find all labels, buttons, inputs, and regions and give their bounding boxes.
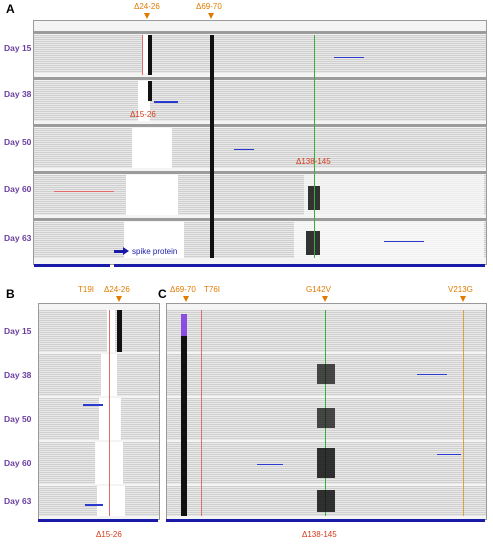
a-mismatch-5 — [384, 241, 424, 242]
c-g142v-arrow — [322, 296, 328, 302]
a-gap-2 — [138, 81, 150, 121]
a-mismatch-2 — [154, 101, 178, 103]
c-t76i-label: T76I — [204, 285, 221, 294]
b-del24-26-arrow — [116, 296, 122, 302]
c-del138-145-label: Δ138-145 — [302, 530, 337, 539]
panel-b-label: B — [6, 287, 15, 301]
a-mismatch-1 — [334, 57, 364, 58]
a-del138-block-5 — [306, 231, 320, 255]
panel-b-browser — [38, 303, 160, 520]
a-gap-3 — [132, 128, 172, 168]
c-del138-block-2 — [317, 364, 335, 384]
a-coverage-2 — [34, 77, 486, 80]
c-del69-70-label: Δ69-70 — [170, 285, 196, 294]
b-day-3: Day 50 — [4, 414, 32, 424]
a-green-marker — [314, 35, 315, 258]
a-gap-4 — [126, 175, 178, 215]
a-del69-70-arrow — [208, 13, 214, 19]
b-reads-1 — [39, 310, 159, 352]
b-mismatch-1 — [83, 404, 103, 406]
b-day-1: Day 15 — [4, 326, 32, 336]
c-purple-block — [181, 314, 187, 336]
c-del138-block-5 — [317, 490, 335, 512]
b-day-4: Day 60 — [4, 458, 32, 468]
a-spike-label: spike protein — [132, 247, 178, 256]
c-del69-column — [181, 336, 187, 516]
a-spike-arrow-shaft — [114, 250, 124, 253]
c-reads-1 — [167, 310, 486, 352]
b-day-5: Day 63 — [4, 496, 32, 506]
a-del24-26-arrow — [144, 13, 150, 19]
a-coverage-5 — [34, 218, 486, 221]
b-reads-2 — [39, 354, 159, 396]
a-day-4: Day 60 — [4, 184, 32, 194]
a-reads-3 — [34, 128, 486, 168]
panel-a-label: A — [6, 2, 15, 16]
c-del138-block-4 — [317, 448, 335, 478]
a-del138-145-label: Δ138-145 — [296, 157, 331, 166]
a-del24-block-1 — [148, 35, 152, 75]
c-del138-block-3 — [317, 408, 335, 428]
b-gene-bar — [38, 519, 158, 522]
a-day-1: Day 15 — [4, 43, 32, 53]
a-del69-column — [210, 35, 214, 258]
c-v213g-arrow — [460, 296, 466, 302]
b-mismatch-2 — [85, 504, 103, 506]
a-gap-5 — [124, 222, 184, 258]
b-day-2: Day 38 — [4, 370, 32, 380]
a-coverage-4 — [34, 171, 486, 174]
panel-c-label: C — [158, 287, 167, 301]
a-reads-2 — [34, 81, 486, 121]
a-day-3: Day 50 — [4, 137, 32, 147]
b-gap-1 — [107, 310, 115, 352]
a-coverage-3 — [34, 124, 486, 127]
a-gap-5b — [294, 222, 484, 258]
a-del15-26-label: Δ15-26 — [130, 110, 156, 119]
b-del24-block — [117, 310, 122, 352]
a-del69-70-label: Δ69-70 — [196, 2, 222, 11]
b-del15-26-label: Δ15-26 — [96, 530, 122, 539]
panel-c-browser — [166, 303, 487, 520]
a-gene-bar-1 — [34, 264, 110, 267]
b-del24-26-label: Δ24-26 — [104, 285, 130, 294]
a-reads-1 — [34, 35, 486, 73]
b-gap-5 — [97, 486, 125, 516]
c-gene-bar — [166, 519, 485, 522]
c-g142v-label: G142V — [306, 285, 331, 294]
a-day-5: Day 63 — [4, 233, 32, 243]
a-gap-1 — [142, 35, 148, 73]
b-t19i-label: T19I — [78, 285, 95, 294]
c-v213g-label: V213G — [448, 285, 473, 294]
a-mismatch-4 — [54, 191, 114, 192]
a-del24-26-label: Δ24-26 — [134, 2, 160, 11]
a-gap-4b — [304, 175, 484, 215]
c-v213g-marker — [463, 310, 464, 516]
c-t76i-marker — [201, 310, 202, 516]
a-gene-bar-2 — [114, 264, 485, 267]
b-gap-3 — [99, 398, 121, 440]
a-spike-arrow-head — [123, 247, 129, 255]
a-del24-block-2 — [148, 81, 152, 101]
c-mismatch-2 — [257, 464, 283, 465]
c-mismatch-3 — [437, 454, 461, 455]
panel-a-browser: spike protein — [33, 20, 487, 265]
a-coverage-1 — [34, 31, 486, 34]
c-mismatch-1 — [417, 374, 447, 375]
b-t19i-marker — [109, 310, 110, 516]
a-red-marker — [142, 35, 143, 75]
c-del69-70-arrow — [183, 296, 189, 302]
a-day-2: Day 38 — [4, 89, 32, 99]
a-mismatch-3 — [234, 149, 254, 150]
